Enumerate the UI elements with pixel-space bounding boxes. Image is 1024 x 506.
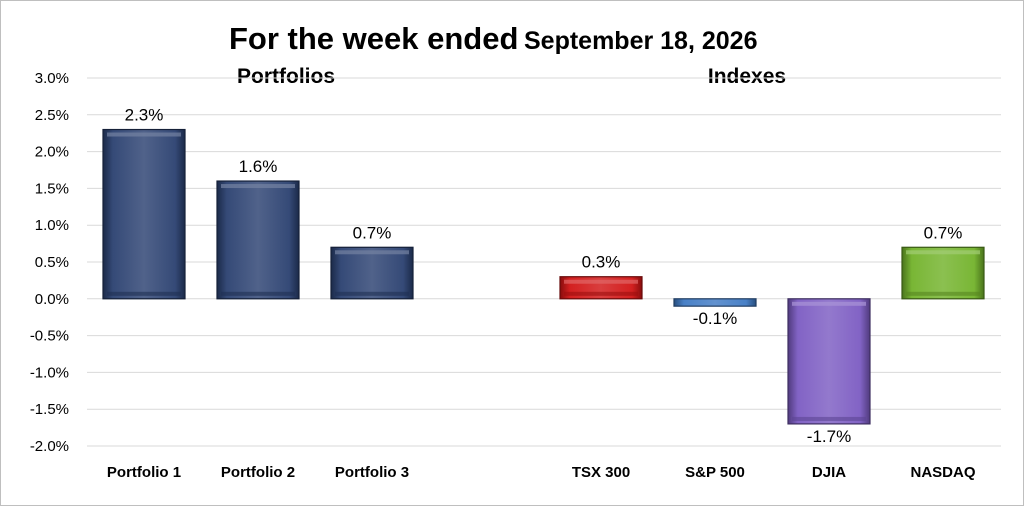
data-label: -1.7% <box>807 427 851 446</box>
bar-highlight <box>221 184 295 189</box>
bar-highlight <box>792 301 866 306</box>
y-tick-label: 1.0% <box>35 217 69 234</box>
bars <box>102 128 985 425</box>
bar-shadow <box>221 291 295 296</box>
bar-highlight <box>906 250 980 255</box>
bar-shadow <box>107 291 181 296</box>
y-tick-label: 1.5% <box>35 180 69 197</box>
x-tick-label: NASDAQ <box>910 464 975 481</box>
bar <box>216 180 300 300</box>
bar-rect <box>102 128 186 300</box>
bar-shadow <box>906 291 980 296</box>
bar-rect <box>216 180 300 300</box>
bar <box>901 246 985 300</box>
x-tick-label: Portfolio 2 <box>221 464 295 481</box>
y-tick-label: -2.0% <box>30 438 69 455</box>
y-tick-label: 2.0% <box>35 144 69 161</box>
bar-shadow <box>792 416 866 421</box>
group-label-indexes: Indexes <box>708 65 786 88</box>
data-label: 0.7% <box>924 223 963 242</box>
data-labels: 2.3% 1.6% 0.7% 0.3% -0.1% -1.7% 0.7% <box>125 106 963 446</box>
bar-rect <box>901 246 985 300</box>
bar <box>102 128 186 300</box>
bar <box>673 298 757 307</box>
x-axis-ticks: Portfolio 1 Portfolio 2 Portfolio 3 TSX 300… <box>107 464 976 481</box>
chart-title-date: September 18, 2026 <box>524 27 757 55</box>
data-label: 0.7% <box>353 223 392 242</box>
y-tick-label: 2.5% <box>35 107 69 124</box>
bar <box>559 276 643 300</box>
bar <box>330 246 414 300</box>
bar-highlight <box>564 279 638 284</box>
group-label-portfolios: Portfolios <box>237 65 335 88</box>
y-tick-label: 0.0% <box>35 291 69 308</box>
data-label: 1.6% <box>239 157 278 176</box>
y-tick-label: -1.0% <box>30 364 69 381</box>
data-label: 2.3% <box>125 106 164 125</box>
y-tick-label: -0.5% <box>30 328 69 345</box>
x-tick-label: S&P 500 <box>685 464 745 481</box>
x-tick-label: DJIA <box>812 464 846 481</box>
y-axis-ticks: 3.0% 2.5% 2.0% 1.5% 1.0% 0.5% 0.0% -0.5% -1.0% -1… <box>30 70 69 455</box>
bar-shadow <box>335 291 409 296</box>
y-tick-label: 3.0% <box>35 70 69 87</box>
data-label: -0.1% <box>693 309 737 328</box>
x-tick-label: Portfolio 3 <box>335 464 409 481</box>
bar <box>787 298 871 425</box>
bar-shadow <box>564 291 638 296</box>
bar-highlight <box>335 250 409 255</box>
bar-highlight <box>107 132 181 137</box>
y-tick-label: 0.5% <box>35 254 69 271</box>
y-tick-label: -1.5% <box>30 401 69 418</box>
bar-rect <box>330 246 414 300</box>
x-tick-label: TSX 300 <box>572 464 630 481</box>
bar-rect <box>787 298 871 425</box>
bar-rect <box>673 298 757 307</box>
data-label: 0.3% <box>582 253 621 272</box>
chart-title: For the week ended <box>229 21 518 56</box>
x-tick-label: Portfolio 1 <box>107 464 181 481</box>
